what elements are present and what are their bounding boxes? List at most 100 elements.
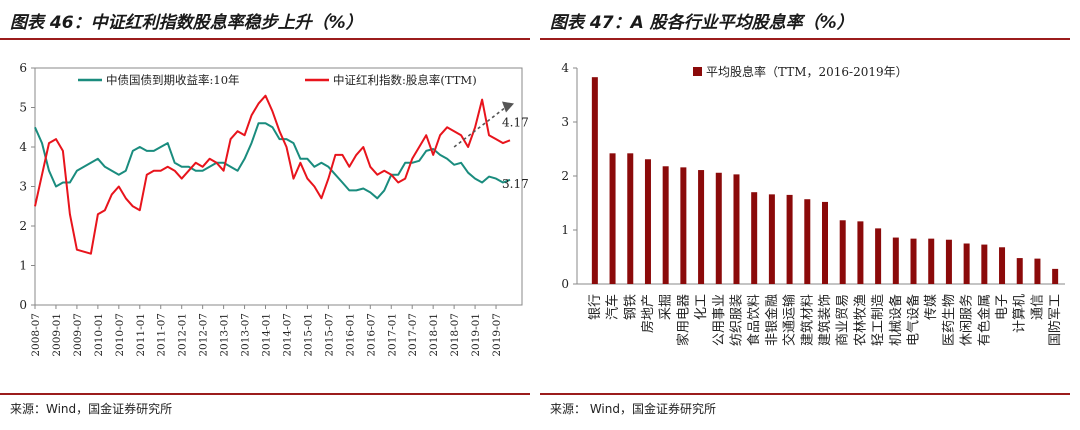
- dividend-yield-line: [34, 94, 511, 255]
- y-tick-label: 1: [19, 259, 27, 273]
- x-category-label: 非银金融: [764, 294, 780, 346]
- bar: [1034, 258, 1041, 284]
- right-panel: 图表 47：A 股各行业平均股息率（%） 0 1 2 3 4 银行 汽车 钢铁 房地产 采掘 家用电…: [540, 0, 1080, 430]
- bar: [609, 153, 616, 284]
- bar: [698, 170, 705, 284]
- bond-yield-end-label: 3.17: [502, 177, 529, 191]
- left-footer-rule: [0, 393, 530, 395]
- x-tick-label: 2017-07: [407, 313, 419, 357]
- x-category-label: 采掘: [659, 294, 674, 320]
- x-tick-label: 2008-07: [30, 313, 42, 357]
- bar: [627, 153, 634, 284]
- left-line-chart: 0 1 2 3 4 5 6 2008-07 2009-01 2009-07 2010-01 2010-…: [19, 61, 529, 357]
- x-tick-label: 2019-01: [470, 313, 482, 357]
- x-category-label: 计算机: [1013, 294, 1028, 333]
- y-tick-label: 5: [19, 101, 27, 115]
- x-category-label: 房地产: [640, 294, 656, 333]
- bar: [892, 237, 899, 284]
- x-category-label: 家用电器: [675, 294, 691, 346]
- left-title-rule: [0, 38, 530, 40]
- y-tick-label: 3: [561, 115, 569, 129]
- right-title-rule: [540, 38, 1070, 40]
- y-tick-label: 2: [19, 219, 27, 233]
- bar: [804, 199, 811, 284]
- y-tick-label: 0: [561, 277, 569, 291]
- x-category-label: 公用事业: [712, 294, 727, 346]
- left-chart-title: 图表 46：中证红利指数股息率稳步上升（%）: [10, 13, 363, 33]
- x-tick-label: 2011-07: [156, 313, 168, 357]
- bar: [857, 221, 864, 284]
- x-tick-label: 2013-07: [240, 313, 252, 357]
- bar: [963, 243, 970, 284]
- x-category-label: 建筑材料: [799, 294, 815, 346]
- x-tick-label: 2012-01: [177, 313, 189, 357]
- x-tick-label: 2009-01: [51, 313, 63, 357]
- legend-label-bond: 中债国债到期收益率:10年: [106, 73, 240, 87]
- x-category-label: 建筑装饰: [817, 294, 833, 346]
- x-tick-label: 2013-01: [219, 313, 231, 357]
- legend-label-dividend: 中证红利指数:股息率(TTM): [333, 73, 477, 87]
- x-tick-label: 2011-01: [135, 313, 147, 357]
- x-category-label: 电气设备: [906, 294, 922, 346]
- bar: [786, 194, 793, 284]
- x-category-label: 轻工制造: [871, 294, 886, 346]
- bar: [644, 159, 651, 284]
- x-category-label: 银行: [588, 294, 603, 320]
- x-category-label: 通信: [1030, 294, 1045, 320]
- legend-swatch: [693, 67, 702, 76]
- trend-arrow-line: [453, 107, 505, 148]
- bar: [680, 167, 687, 284]
- bar: [768, 194, 775, 284]
- bar: [875, 228, 882, 284]
- x-category-label: 医药生物: [942, 294, 957, 346]
- x-tick-label: 2009-07: [72, 313, 84, 357]
- right-bar-chart: 0 1 2 3 4 银行 汽车 钢铁 房地产 采掘 家用电器 化工 公用事业 纺织服装 食品饮料 非银金融 交通…: [561, 61, 1065, 346]
- y-tick-label: 4: [561, 61, 569, 75]
- x-tick-label: 2015-07: [323, 313, 335, 357]
- bond-yield-line: [34, 122, 511, 200]
- right-source-note: 来源： Wind，国金证券研究所: [550, 402, 716, 416]
- x-tick-label: 2010-01: [93, 313, 105, 357]
- dividend-yield-end-label: 4.17: [502, 115, 529, 129]
- x-category-label: 钢铁: [623, 294, 638, 320]
- bar: [945, 239, 952, 284]
- x-tick-label: 2018-07: [449, 313, 461, 357]
- left-panel: 图表 46：中证红利指数股息率稳步上升（%） 0 1 2 3 4 5 6 2008-07 200…: [0, 13, 530, 416]
- y-tick-label: 4: [19, 140, 27, 154]
- x-tick-label: 2018-01: [428, 313, 440, 357]
- x-tick-label: 2014-07: [281, 313, 293, 357]
- bar: [662, 166, 669, 284]
- x-tick-label: 2017-01: [386, 313, 398, 357]
- bar: [733, 174, 740, 284]
- x-tick-label: 2019-07: [491, 313, 503, 357]
- x-category-label: 纺织服装: [729, 294, 744, 346]
- x-category-label: 农林牧渔: [853, 294, 868, 346]
- bar: [910, 238, 917, 284]
- bar: [1052, 268, 1059, 284]
- x-category-label: 交通运输: [782, 294, 798, 346]
- right-footer-rule: [540, 393, 1070, 395]
- bar: [751, 192, 758, 284]
- bar: [822, 201, 828, 284]
- y-tick-label: 6: [19, 61, 27, 75]
- x-category-label: 国防军工: [1047, 294, 1063, 346]
- x-category-label: 有色金属: [976, 294, 992, 346]
- y-tick-label: 1: [561, 223, 569, 237]
- bar: [1016, 258, 1023, 284]
- x-category-label: 休闲服务: [959, 294, 975, 346]
- x-tick-label: 2016-01: [344, 313, 356, 357]
- x-category-label: 商业贸易: [836, 294, 851, 346]
- legend-label: 平均股息率（TTM，2016-2019年）: [706, 64, 908, 79]
- x-tick-label: 2015-01: [302, 313, 314, 357]
- x-category-label: 化工: [694, 294, 709, 320]
- x-category-label: 传媒: [924, 294, 939, 320]
- x-tick-label: 2016-07: [365, 313, 377, 357]
- bar: [928, 238, 935, 284]
- x-category-label: 食品饮料: [746, 294, 762, 346]
- bar: [839, 220, 846, 284]
- bar: [715, 172, 722, 284]
- x-tick-label: 2014-01: [261, 313, 273, 357]
- bar: [591, 77, 598, 285]
- x-category-label: 机械设备: [888, 294, 904, 346]
- left-source-note: 来源：Wind，国金证券研究所: [10, 402, 173, 416]
